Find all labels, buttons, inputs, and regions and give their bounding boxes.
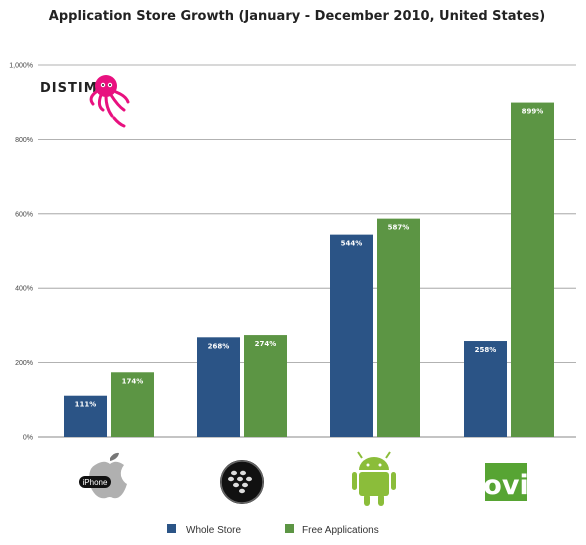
y-tick-label: 1,000% — [9, 63, 33, 70]
y-tick-label: 600% — [15, 211, 33, 218]
octopus-icon — [89, 75, 130, 128]
distimo-logo: DISTIMO — [40, 75, 130, 128]
legend: Whole Store Free Applications — [167, 524, 379, 536]
data-label: 899% — [522, 108, 544, 116]
y-tick-label: 800% — [15, 137, 33, 144]
y-tick-label: 0% — [23, 435, 33, 442]
brand-name: DISTIMO — [40, 81, 110, 96]
bar-free-applications-ovi — [511, 102, 554, 438]
bar-free-applications-android — [377, 218, 420, 437]
bar-whole-store-blackberry — [197, 337, 240, 437]
bar-whole-store-ovi — [464, 341, 507, 437]
data-label: 274% — [255, 340, 277, 348]
legend-swatch-whole-store — [167, 524, 176, 533]
data-label: 544% — [341, 240, 363, 248]
data-label: 258% — [475, 346, 497, 354]
bars — [64, 102, 554, 438]
bar-whole-store-android — [330, 234, 373, 437]
data-label: 268% — [208, 342, 230, 350]
blackberry-icon — [220, 460, 264, 504]
iphone-label: iPhone — [83, 478, 108, 487]
data-label: 587% — [388, 224, 410, 232]
data-label: 174% — [122, 377, 144, 385]
data-label: 111% — [75, 401, 97, 409]
data-labels: 111% 174% 268% 274% 544% 587% 258% 899% — [75, 108, 544, 409]
android-icon — [352, 451, 396, 506]
chart-title: Application Store Growth (January - Dece… — [49, 9, 545, 24]
ovi-icon: ovi — [483, 463, 529, 501]
ovi-label: ovi — [483, 470, 528, 501]
y-tick-label: 200% — [15, 360, 33, 367]
legend-swatch-free-applications — [285, 524, 294, 533]
bar-whole-store-iphone — [64, 395, 107, 437]
y-tick-label: 400% — [15, 286, 33, 293]
bar-free-applications-blackberry — [244, 335, 287, 437]
bar-free-applications-iphone — [111, 372, 154, 437]
legend-label-free-applications: Free Applications — [302, 525, 379, 536]
apple-iphone-icon: iPhone — [79, 452, 127, 499]
legend-label-whole-store: Whole Store — [186, 525, 241, 536]
y-axis-ticks: 0% 200% 400% 600% 800% 1,000% — [9, 63, 33, 442]
